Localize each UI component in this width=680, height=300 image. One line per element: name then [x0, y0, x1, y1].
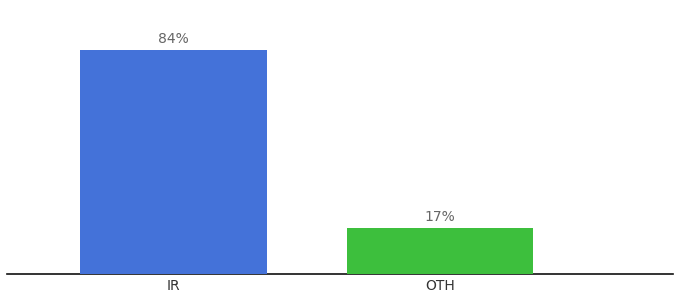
Bar [80, 50, 267, 274]
Bar [347, 228, 533, 274]
Text: 17%: 17% [424, 210, 456, 224]
Text: 84%: 84% [158, 32, 189, 46]
